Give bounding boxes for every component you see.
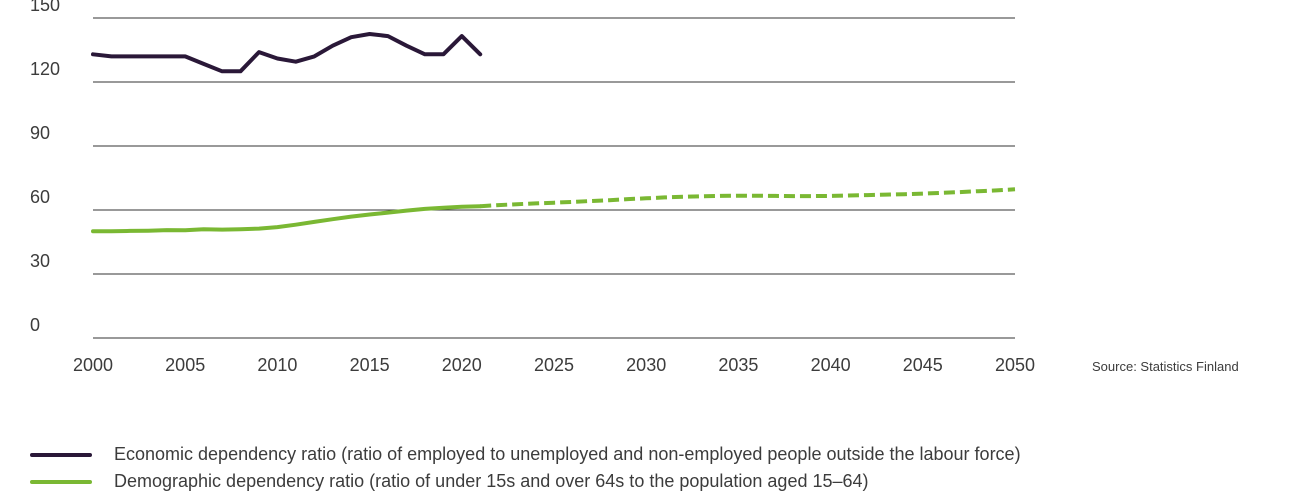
x-tick-label: 2035: [718, 355, 758, 375]
x-tick-label: 2020: [442, 355, 482, 375]
legend-swatch-demographic: [30, 479, 92, 484]
y-tick-label: 120: [30, 59, 60, 79]
series-line-economic: [91, 32, 483, 74]
legend: Economic dependency ratio (ratio of empl…: [30, 441, 1021, 495]
legend-label-demographic: Demographic dependency ratio (ratio of u…: [114, 471, 869, 491]
y-tick-label: 0: [30, 315, 40, 335]
legend-swatch-economic: [30, 452, 92, 457]
series-line-demographic-actual: [91, 204, 483, 234]
x-tick-label: 2050: [995, 355, 1035, 375]
y-tick-label: 90: [30, 123, 50, 143]
y-axis-tick-labels: 0 30 60 90 120 150: [30, 0, 60, 335]
legend-label-economic: Economic dependency ratio (ratio of empl…: [114, 444, 1021, 464]
x-tick-label: 2015: [350, 355, 390, 375]
y-tick-label: 60: [30, 187, 50, 207]
x-tick-label: 2040: [811, 355, 851, 375]
y-tick-label: 150: [30, 0, 60, 15]
x-tick-label: 2000: [73, 355, 113, 375]
source-note: Source: Statistics Finland: [1092, 359, 1239, 374]
x-axis-tick-labels: 2000 2005 2010 2015 2020 2025 2030 2035 2040 2045…: [73, 355, 1035, 375]
legend-item-economic: Economic dependency ratio (ratio of empl…: [30, 441, 1021, 468]
x-tick-label: 2025: [534, 355, 574, 375]
x-tick-label: 2010: [257, 355, 297, 375]
y-tick-label: 30: [30, 251, 50, 271]
x-tick-label: 2005: [165, 355, 205, 375]
series-lines: [91, 32, 1016, 234]
x-tick-label: 2030: [626, 355, 666, 375]
gridlines: [93, 17, 1015, 339]
series-line-demographic-projection: [480, 187, 1016, 209]
legend-item-demographic: Demographic dependency ratio (ratio of u…: [30, 468, 1021, 495]
x-tick-label: 2045: [903, 355, 943, 375]
